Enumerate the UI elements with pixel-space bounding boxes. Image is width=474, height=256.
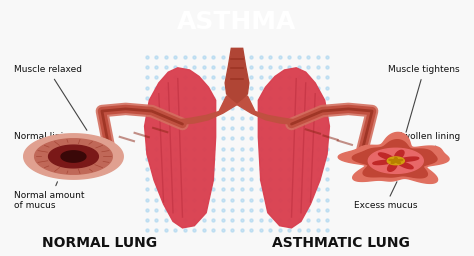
Text: ASTHMA: ASTHMA xyxy=(177,10,297,34)
Polygon shape xyxy=(389,158,402,164)
Polygon shape xyxy=(42,144,49,147)
Polygon shape xyxy=(103,161,110,164)
Polygon shape xyxy=(180,96,237,124)
Polygon shape xyxy=(51,167,60,172)
Polygon shape xyxy=(352,140,437,178)
Text: NORMAL LUNG: NORMAL LUNG xyxy=(42,236,157,250)
Polygon shape xyxy=(145,68,216,228)
Polygon shape xyxy=(102,149,110,153)
Text: Excess mucus: Excess mucus xyxy=(354,182,417,210)
Polygon shape xyxy=(63,139,72,142)
Polygon shape xyxy=(75,139,84,144)
Text: ASTHMATIC LUNG: ASTHMATIC LUNG xyxy=(273,236,410,250)
Polygon shape xyxy=(373,150,419,171)
Polygon shape xyxy=(237,96,294,124)
Polygon shape xyxy=(61,151,86,162)
Text: Normal lining: Normal lining xyxy=(14,132,75,151)
Polygon shape xyxy=(49,145,98,168)
Polygon shape xyxy=(103,154,111,158)
Text: Muscle relaxed: Muscle relaxed xyxy=(14,65,87,130)
Polygon shape xyxy=(24,134,123,179)
Polygon shape xyxy=(387,157,404,165)
Polygon shape xyxy=(36,161,48,164)
Polygon shape xyxy=(338,132,449,183)
Polygon shape xyxy=(88,141,96,144)
Polygon shape xyxy=(88,169,96,172)
Polygon shape xyxy=(51,141,59,145)
Polygon shape xyxy=(42,166,49,169)
Polygon shape xyxy=(35,139,112,174)
Polygon shape xyxy=(95,165,105,169)
Text: Muscle tightens: Muscle tightens xyxy=(388,65,460,132)
Polygon shape xyxy=(96,144,105,148)
Polygon shape xyxy=(36,149,47,153)
Polygon shape xyxy=(75,169,84,174)
Text: Normal amount
of mucus: Normal amount of mucus xyxy=(14,182,85,210)
Polygon shape xyxy=(225,48,249,105)
Text: Swollen lining: Swollen lining xyxy=(397,132,460,156)
Polygon shape xyxy=(36,154,41,158)
Polygon shape xyxy=(63,171,72,174)
Polygon shape xyxy=(368,148,423,173)
Polygon shape xyxy=(258,68,329,228)
